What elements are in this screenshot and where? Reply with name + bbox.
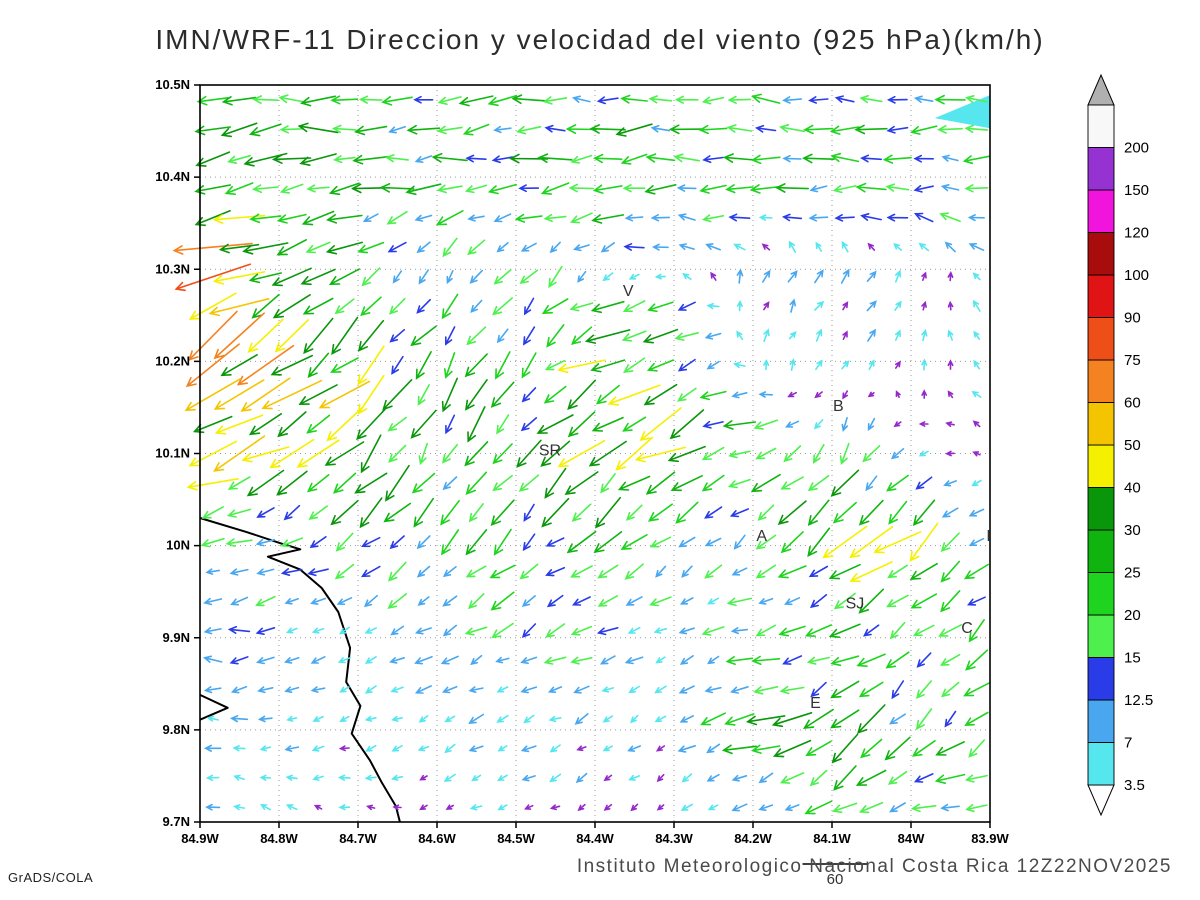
y-tick-label: 10.5N: [155, 77, 190, 92]
reference-vector: 60: [802, 863, 868, 888]
station-label-sj: SJ: [846, 595, 865, 612]
colorbar-level-label: 30: [1124, 522, 1141, 539]
graticule-gridlines: [200, 85, 990, 822]
y-tick-label: 10N: [166, 538, 190, 553]
x-tick-label: 84.6W: [418, 831, 456, 846]
grads-credit: GrADS/COLA: [8, 870, 94, 885]
x-tick-label: 84.1W: [813, 831, 851, 846]
x-tick-label: 84.2W: [734, 831, 772, 846]
colorbar-level-label: 150: [1124, 182, 1149, 199]
x-tick-label: 84.9W: [181, 831, 219, 846]
colorbar-level-label: 25: [1124, 565, 1141, 582]
x-tick-label: 84.4W: [576, 831, 614, 846]
colorbar-level-label: 12.5: [1124, 692, 1153, 709]
y-tick-label: 10.2N: [155, 353, 190, 368]
station-label-e: E: [810, 695, 821, 712]
colorbar: 3.5 7 12.5 15 20 25 30 40 50 60 75 90 100 120 150 200: [1087, 73, 1153, 817]
colorbar-level-label: 50: [1124, 437, 1141, 454]
colorbar-level-label: 40: [1124, 480, 1141, 497]
station-label-b: B: [833, 398, 844, 415]
station-label-sr: SR: [539, 442, 561, 459]
colorbar-level-label: 120: [1124, 225, 1149, 242]
colorbar-level-label: 60: [1124, 395, 1141, 412]
colorbar-level-label: 7: [1124, 735, 1132, 752]
x-tick-label: 84.8W: [260, 831, 298, 846]
y-tick-label: 9.8N: [163, 722, 190, 737]
chart-title: IMN/WRF-11 Direccion y velocidad del vie…: [155, 24, 1045, 55]
y-tick-label: 10.1N: [155, 446, 190, 461]
x-tick-label: 84.7W: [339, 831, 377, 846]
reference-vector-label: 60: [827, 871, 844, 888]
station-label-a: A: [756, 528, 767, 545]
x-tick-label: 83.9W: [971, 831, 1009, 846]
colorbar-level-label: 15: [1124, 650, 1141, 667]
station-label-v: V: [623, 283, 634, 300]
colorbar-level-label: 90: [1124, 310, 1141, 327]
colorbar-level-label: 200: [1124, 140, 1149, 157]
colorbar-level-label: 75: [1124, 352, 1141, 369]
y-tick-label: 9.7N: [163, 814, 190, 829]
y-tick-label: 10.4N: [155, 169, 190, 184]
x-tick-label: 84.5W: [497, 831, 535, 846]
caption-text: Instituto Meteorologico Nacional Costa R…: [576, 856, 1172, 877]
wind-vectors: [172, 93, 990, 815]
station-label-c: C: [961, 620, 973, 637]
station-label-i: I: [986, 528, 990, 545]
y-tick-label: 10.3N: [155, 261, 190, 276]
y-tick-label: 9.9N: [163, 630, 190, 645]
colorbar-level-label: 20: [1124, 607, 1141, 624]
station-labels: V B SR A SJ C E I: [539, 283, 991, 712]
x-tick-label: 84.3W: [655, 831, 693, 846]
colorbar-level-label: 3.5: [1124, 777, 1145, 794]
x-tick-label: 84W: [898, 831, 925, 846]
map-frame-and-axes: 84.9W 84.8W 84.7W 84.6W 84.5W 84.4W 84.3W 84.2W…: [155, 77, 1009, 846]
colorbar-level-label: 100: [1124, 267, 1149, 284]
shaded-speed-patch: [934, 95, 990, 129]
